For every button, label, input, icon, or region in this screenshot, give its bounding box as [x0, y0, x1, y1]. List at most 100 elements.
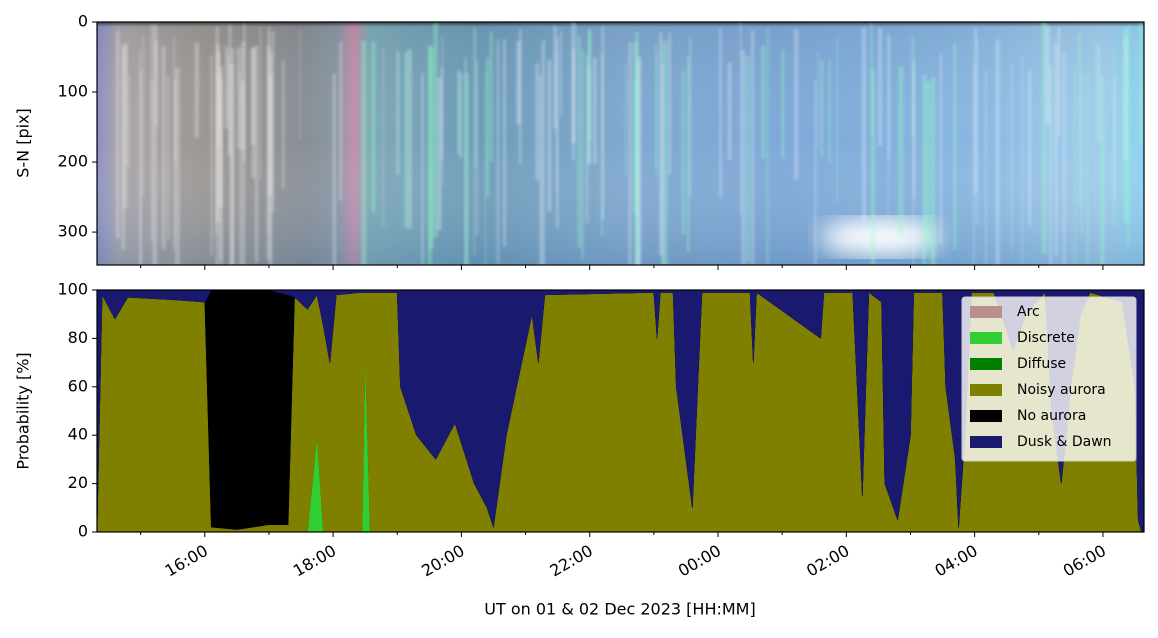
- keogram-streak: [887, 36, 891, 161]
- x-tick-label: 16:00: [162, 541, 211, 581]
- keogram-streak: [1113, 47, 1116, 225]
- keogram-streak: [925, 81, 931, 248]
- keogram-streak: [437, 77, 442, 231]
- keogram-streak: [259, 27, 262, 180]
- legend-label: Dusk & Dawn: [1017, 434, 1112, 450]
- keogram-streak: [922, 74, 927, 265]
- keogram-streak: [877, 27, 883, 147]
- area: [97, 290, 1144, 532]
- keogram-streak: [1052, 36, 1055, 161]
- keogram-streak: [440, 67, 444, 160]
- legend-label: Noisy aurora: [1017, 382, 1106, 398]
- keogram-streak: [1095, 43, 1098, 138]
- keogram-streak: [633, 41, 638, 215]
- keogram-streak: [299, 30, 301, 140]
- keogram-streak: [161, 45, 166, 250]
- keogram-streak: [152, 25, 158, 265]
- bottom-axes-frame: [96, 289, 1145, 533]
- keogram-streak: [122, 44, 128, 209]
- keogram-streak: [661, 63, 664, 265]
- keogram-streak: [601, 25, 605, 220]
- keogram-streak: [539, 75, 542, 265]
- legend-swatch: [970, 358, 1002, 370]
- keogram-streak: [739, 22, 742, 214]
- keogram-streak: [1028, 69, 1032, 226]
- legend-swatch: [970, 410, 1002, 422]
- keogram-streak: [457, 69, 460, 154]
- legend-label: Discrete: [1017, 330, 1075, 346]
- keogram-streak: [250, 48, 256, 145]
- keogram-streak: [516, 40, 521, 125]
- keogram-streak: [254, 46, 259, 263]
- keogram-streak: [421, 72, 424, 265]
- keogram-streak: [973, 64, 975, 265]
- area-stack: [97, 290, 1144, 532]
- keogram-streak: [1138, 23, 1143, 145]
- keogram-streak: [396, 51, 400, 175]
- legend-swatch: [970, 332, 1002, 344]
- keogram-streak: [587, 67, 591, 165]
- y-tick-label: 200: [57, 152, 88, 171]
- keogram-streak: [930, 77, 936, 265]
- keogram-streak: [215, 26, 219, 265]
- keogram-streak: [240, 81, 246, 265]
- keogram-streak: [572, 48, 575, 161]
- keogram-streak: [407, 49, 412, 229]
- keogram-streak: [655, 43, 657, 169]
- keogram-streak: [371, 41, 376, 213]
- keogram-streak: [939, 53, 943, 244]
- keogram-streak: [828, 58, 831, 164]
- keogram-streak: [404, 51, 408, 228]
- keogram-streak: [553, 25, 557, 129]
- keogram-image: [97, 22, 1144, 265]
- keogram-streak: [662, 40, 668, 265]
- keogram-streak: [1100, 74, 1105, 265]
- keogram-streak: [361, 40, 367, 265]
- keogram-streak: [142, 35, 145, 197]
- keogram-streak: [128, 74, 130, 170]
- keogram-streak: [535, 63, 540, 180]
- keogram-streak: [556, 37, 559, 229]
- y-tick-label: 20: [68, 473, 88, 492]
- keogram-streak: [150, 24, 152, 119]
- keogram-streak: [474, 28, 477, 168]
- keogram-streak: [870, 69, 876, 265]
- keogram-streak: [686, 56, 690, 253]
- keogram-streak: [814, 80, 817, 265]
- keogram-streak: [154, 40, 159, 126]
- keogram-streak: [332, 73, 337, 265]
- keogram-streak: [581, 49, 584, 260]
- keogram-streak: [1057, 27, 1061, 137]
- keogram-streak: [220, 80, 223, 265]
- keogram-streak: [668, 32, 672, 175]
- top-y-label: S-N [pix]: [14, 108, 33, 178]
- keogram-streak: [174, 79, 177, 161]
- keogram-streak: [995, 39, 1000, 265]
- keogram-streak: [236, 47, 242, 149]
- keogram-streak: [140, 69, 143, 265]
- keogram-streak: [459, 73, 463, 159]
- keogram-streak: [1081, 73, 1083, 234]
- keogram-streak: [719, 28, 722, 198]
- keogram-streaks: [115, 22, 1143, 265]
- keogram-streak: [659, 32, 663, 256]
- keogram-streak: [1062, 52, 1066, 265]
- keogram-streak: [194, 43, 200, 138]
- keogram-streak: [638, 61, 640, 265]
- y-tick-label: 40: [68, 425, 88, 444]
- keogram-streak: [502, 39, 507, 247]
- x-tick-label: 22:00: [547, 541, 596, 581]
- y-tick-label: 0: [78, 522, 88, 541]
- keogram-streak: [174, 67, 180, 265]
- keogram-streak: [625, 63, 627, 176]
- keogram-streak: [781, 49, 785, 158]
- keogram-streak: [681, 71, 685, 234]
- keogram-streak: [1086, 71, 1089, 265]
- keogram-streak: [1123, 27, 1129, 223]
- legend: Arc Discrete Diffuse Noisy aurora No aurora D…: [961, 296, 1137, 462]
- keogram-streak: [577, 35, 581, 248]
- keogram-streak: [974, 28, 977, 194]
- keogram-streak: [861, 27, 867, 221]
- keogram-streak: [210, 55, 213, 256]
